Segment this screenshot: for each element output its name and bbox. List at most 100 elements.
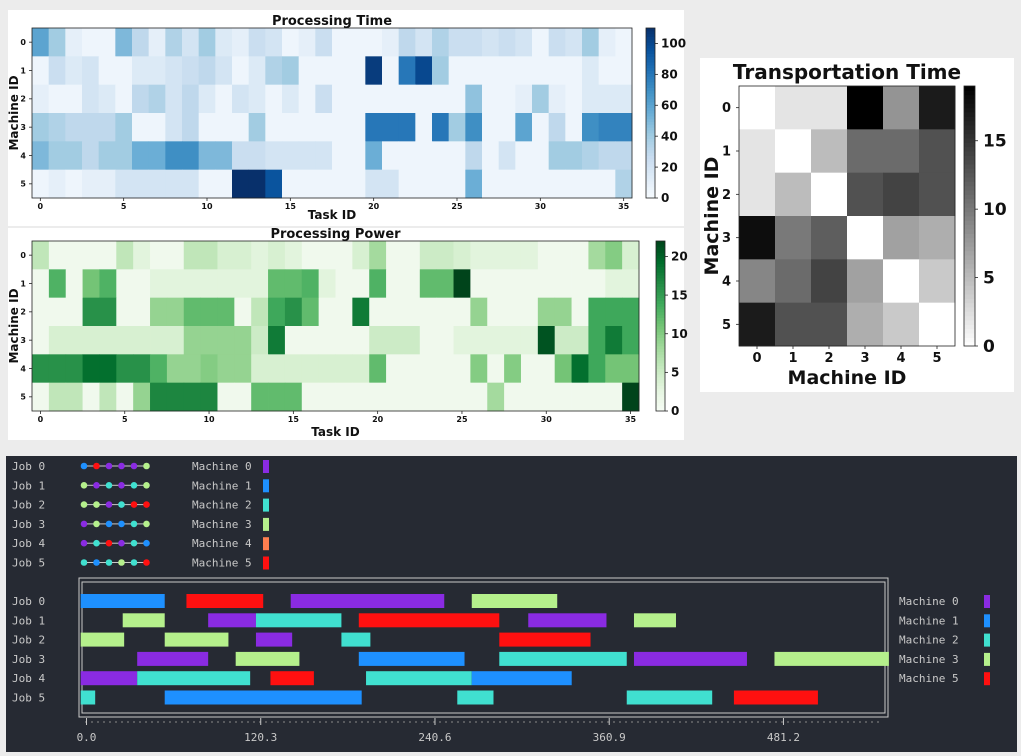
colorbar-segment (656, 328, 665, 333)
colorbar-segment (964, 151, 975, 156)
heatmap-cell (811, 216, 848, 260)
gantt-row-label: Job 5 (12, 692, 45, 705)
colorbar-segment (656, 343, 665, 347)
y-tick-label: 4 (20, 151, 26, 160)
heatmap-cell (301, 326, 320, 355)
heatmap-cell (582, 28, 600, 57)
heatmap-cell (515, 28, 533, 57)
colorbar-tick-label: 15 (983, 132, 1007, 152)
colorbar-segment (656, 374, 665, 378)
heatmap-cell (318, 382, 336, 412)
heatmap-cell (415, 113, 433, 142)
heatmap-cell (98, 28, 116, 57)
gantt-tick-label: 240.6 (418, 731, 451, 744)
heatmap-cell (32, 141, 50, 171)
heatmap-cell (615, 28, 633, 57)
gantt-bar (471, 594, 558, 608)
colorbar-segment (656, 399, 665, 403)
heatmap-cell (165, 84, 183, 114)
heatmap-cell (582, 169, 600, 199)
gantt-bar (255, 613, 342, 628)
heatmap-cell (65, 28, 83, 57)
heatmap-cell (365, 56, 383, 86)
heatmap-cell (48, 241, 67, 270)
heatmap-cell (82, 28, 100, 57)
heatmap-cell (183, 354, 202, 384)
gantt-tick-label: 360.9 (593, 731, 626, 744)
heatmap-cell (200, 326, 218, 355)
colorbar-segment (964, 259, 975, 265)
heatmap-cell (847, 172, 884, 217)
heatmap-cell (182, 113, 200, 142)
heatmap-cell (398, 113, 416, 142)
heatmap-cell (251, 326, 269, 355)
heatmap-cell (217, 241, 235, 270)
y-tick-label: 5 (20, 393, 26, 402)
sequence-dot (130, 482, 138, 489)
heatmap-cell (504, 241, 522, 270)
colorbar-segment (656, 320, 665, 324)
heatmap-cell (132, 169, 150, 199)
colorbar-segment (656, 249, 665, 253)
heatmap-cell (318, 354, 336, 384)
heatmap-cell (470, 241, 488, 270)
gantt-legend-swatch (984, 595, 990, 608)
colorbar-segment (656, 360, 665, 364)
colorbar-segment (656, 337, 665, 341)
colorbar-segment (646, 127, 655, 131)
heatmap-cell (315, 28, 333, 57)
heatmap-cell (99, 269, 117, 299)
colorbar-segment (646, 62, 655, 66)
colorbar-segment (646, 124, 655, 128)
colorbar-segment (964, 86, 975, 91)
heatmap-cell (537, 326, 556, 355)
heatmap-cell (82, 326, 100, 355)
colorbar-segment (646, 130, 655, 134)
x-tick-label: 35 (618, 202, 630, 211)
colorbar-segment (656, 243, 665, 248)
heatmap-cell (332, 56, 350, 86)
heatmap-cell (352, 269, 370, 299)
heatmap-cell (116, 326, 134, 355)
heatmap-cell (183, 297, 202, 327)
heatmap-cell (498, 84, 516, 114)
colorbar-segment (656, 385, 665, 389)
y-tick-label: 5 (722, 318, 731, 333)
gantt-frame-outer (78, 577, 889, 718)
colorbar-segment (656, 309, 665, 313)
colorbar-segment (646, 152, 655, 156)
heatmap-cell (470, 354, 488, 384)
heatmap-cell (582, 84, 600, 114)
machine-legend-swatch (263, 460, 269, 473)
gantt-bar (137, 671, 251, 686)
heatmap-cell (415, 84, 433, 114)
y-tick-label: 4 (20, 364, 26, 373)
heatmap-cell (811, 129, 848, 174)
heatmap-cell (537, 354, 556, 384)
colorbar-segment (964, 133, 975, 139)
heatmap-cell (470, 326, 488, 355)
heatmap-cell (182, 169, 200, 199)
colorbar-segment (656, 297, 665, 301)
heatmap-cell (365, 169, 383, 199)
x-tick-label: 3 (860, 351, 869, 366)
heatmap-cell (232, 169, 250, 199)
heatmap-cell (198, 169, 216, 199)
heatmap-cell (448, 169, 466, 199)
heatmap-cell (739, 172, 776, 217)
sequence-dot (80, 539, 88, 547)
heatmap-cell (465, 141, 483, 171)
heatmap-cell (32, 241, 50, 270)
x-tick-label: 15 (288, 415, 300, 424)
heatmap-cells (739, 86, 956, 347)
heatmap-cell (282, 169, 300, 199)
colorbar-segment (656, 300, 665, 304)
heatmap-cell (598, 113, 616, 142)
heatmap-cell (82, 354, 100, 384)
heatmap-cell (453, 354, 471, 384)
colorbar-segment (656, 275, 665, 279)
heatmap-cell (487, 241, 505, 270)
heatmap-cell (234, 382, 252, 412)
heatmap-cell (588, 382, 606, 412)
gantt-bar (528, 613, 607, 628)
